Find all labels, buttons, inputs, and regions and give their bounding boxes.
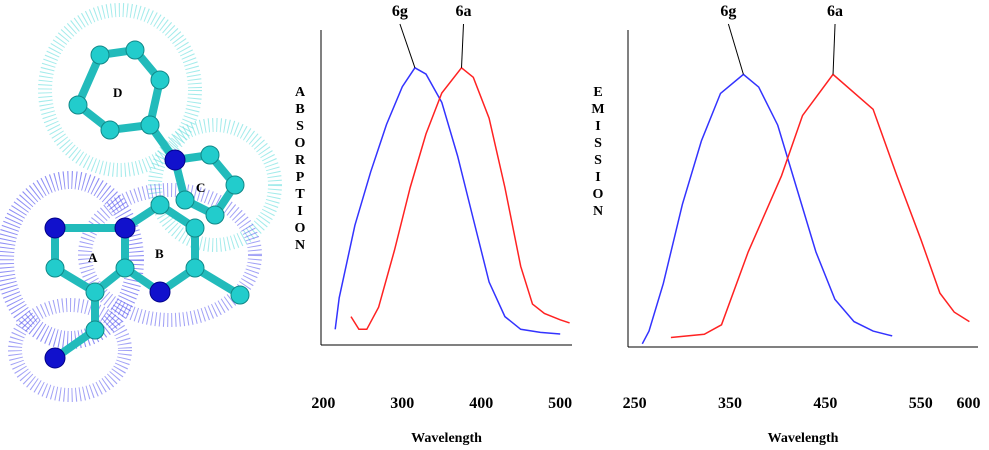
x-tick-label: 400 xyxy=(469,395,493,412)
series-label: 6a xyxy=(827,3,843,20)
molecule: A B C D xyxy=(5,10,275,395)
series-label: 6a xyxy=(455,3,471,20)
series-label: 6g xyxy=(720,3,736,20)
y-axis-label: EMISSION xyxy=(591,85,606,221)
figure: A B C D 200 300 400 500 Wavelength ABSORPTION… xyxy=(0,0,989,450)
line-series xyxy=(671,74,970,337)
x-tick-label: 600 xyxy=(956,395,980,412)
y-axis-label: ABSORPTION xyxy=(293,85,308,255)
x-tick-label: 450 xyxy=(813,395,837,412)
line-series xyxy=(335,68,560,334)
ring-label: B xyxy=(155,246,164,261)
x-tick-label: 200 xyxy=(311,395,335,412)
ring-label: D xyxy=(113,85,122,100)
leader-line xyxy=(833,24,835,74)
leader-line xyxy=(461,24,463,68)
x-tick-label: 500 xyxy=(548,395,572,412)
line-series xyxy=(351,68,570,330)
x-axis-label: Wavelength xyxy=(411,431,482,446)
x-tick-label: 250 xyxy=(623,395,647,412)
ring-label: C xyxy=(196,180,205,195)
x-tick-label: 300 xyxy=(390,395,414,412)
series-label: 6g xyxy=(392,3,408,20)
x-tick-label: 550 xyxy=(909,395,933,412)
leader-line xyxy=(728,24,743,74)
leader-line xyxy=(400,24,415,68)
ring-label: A xyxy=(88,250,98,265)
x-tick-label: 350 xyxy=(718,395,742,412)
x-axis-label: Wavelength xyxy=(768,431,839,446)
